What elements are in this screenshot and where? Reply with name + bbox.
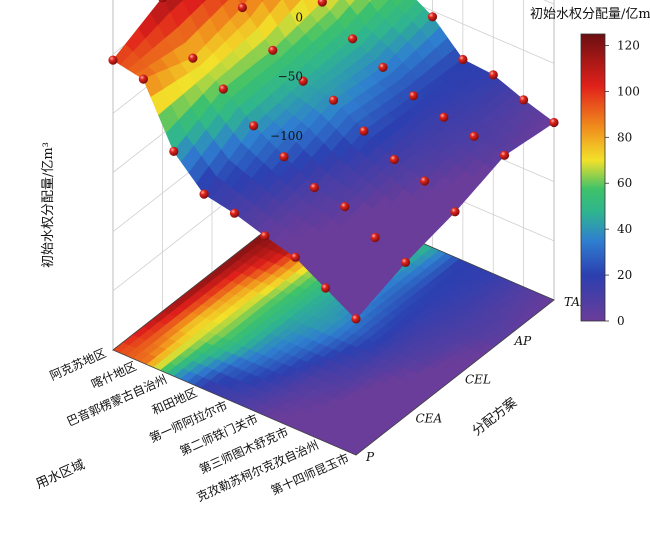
data-point bbox=[169, 146, 179, 156]
data-point bbox=[138, 74, 148, 84]
data-point bbox=[359, 126, 369, 136]
surface-cell bbox=[199, 0, 208, 5]
data-point bbox=[279, 152, 289, 162]
colorbar-title: 初始水权分配量/亿m³ bbox=[530, 6, 650, 22]
z-axis-title: 初始水权分配量/亿m³ bbox=[40, 142, 56, 268]
colorbar-tick-label: 100 bbox=[617, 84, 640, 98]
data-point bbox=[108, 55, 118, 65]
scheme-tick-label: CEL bbox=[465, 373, 491, 387]
data-point bbox=[378, 62, 388, 72]
data-point bbox=[400, 257, 411, 267]
z-tick-label: 0 bbox=[295, 11, 303, 25]
data-point bbox=[549, 117, 559, 128]
data-point bbox=[268, 45, 278, 55]
data-point bbox=[420, 176, 430, 186]
data-point bbox=[348, 34, 358, 44]
data-point bbox=[389, 154, 399, 165]
x-axis-title: 用水区域 bbox=[34, 457, 88, 492]
data-point bbox=[309, 182, 319, 193]
data-point bbox=[499, 150, 510, 160]
data-point bbox=[488, 70, 498, 80]
scheme-tick-label: AP bbox=[514, 334, 533, 348]
colorbar-tick-label: 60 bbox=[617, 176, 632, 190]
z-tick-label: −50 bbox=[278, 70, 303, 84]
data-point bbox=[317, 0, 327, 7]
data-point bbox=[260, 231, 270, 241]
colorbar-tick-label: 0 bbox=[617, 314, 625, 328]
data-point bbox=[427, 12, 438, 22]
colorbar-tick-label: 80 bbox=[617, 130, 632, 144]
data-point bbox=[218, 84, 228, 94]
data-point bbox=[199, 189, 209, 199]
z-tick-label: −100 bbox=[270, 129, 303, 143]
data-point bbox=[469, 131, 479, 141]
colorbar bbox=[580, 33, 606, 322]
data-point bbox=[321, 283, 331, 293]
data-point bbox=[158, 0, 167, 3]
data-point bbox=[328, 95, 339, 105]
data-point bbox=[450, 207, 460, 217]
scheme-tick-label: CEA bbox=[416, 411, 443, 425]
data-point bbox=[351, 314, 361, 324]
scheme-tick-label: P bbox=[365, 450, 375, 464]
y-axis-title: 分配方案 bbox=[469, 395, 520, 440]
floor-border bbox=[112, 194, 555, 456]
data-point bbox=[439, 112, 449, 122]
data-point bbox=[290, 252, 300, 262]
data-point bbox=[188, 53, 198, 63]
colorbar-tick-label: 40 bbox=[617, 222, 632, 236]
colorbar-tick-label: 20 bbox=[617, 268, 632, 282]
data-point bbox=[458, 54, 468, 65]
data-point bbox=[519, 95, 529, 105]
data-point bbox=[229, 208, 240, 218]
data-point bbox=[340, 202, 350, 212]
data-point bbox=[237, 2, 247, 13]
data-point bbox=[298, 76, 308, 86]
colorbar-tick-label: 120 bbox=[617, 38, 640, 52]
data-point bbox=[249, 121, 259, 131]
data-point bbox=[370, 232, 380, 243]
data-point bbox=[408, 91, 418, 101]
